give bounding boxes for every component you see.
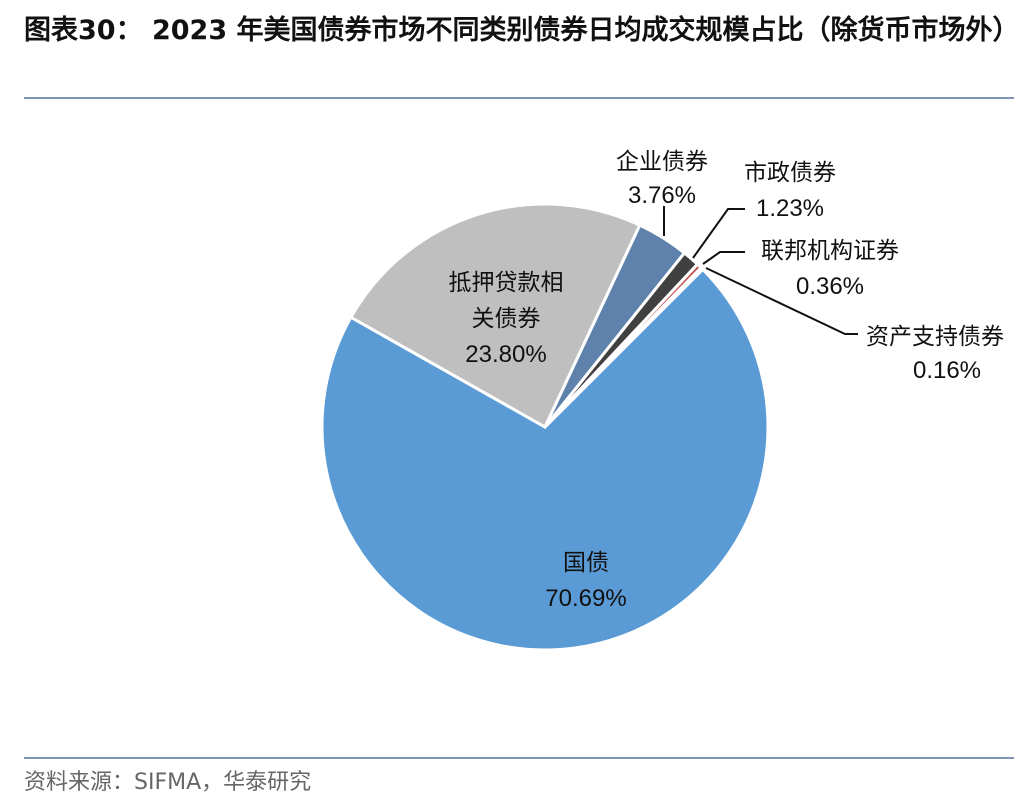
leader-line-4 (702, 251, 745, 265)
data-label-category-3: 市政债券 (744, 160, 836, 186)
data-label-category-2: 企业债券 (616, 149, 708, 175)
data-label-value-3: 1.23% (756, 195, 824, 222)
data-label-value-1: 23.80% (465, 341, 546, 368)
figure-title: 图表30： 2023 年美国债券市场不同类别债券日均成交规模占比（除货币市场外） (24, 15, 1020, 46)
data-label-category-0: 国债 (563, 550, 609, 576)
data-label-category-4: 联邦机构证券 (761, 238, 899, 264)
pie-slice-1 (348, 202, 642, 430)
source-note: 资料来源：SIFMA，华泰研究 (24, 770, 312, 795)
title-divider (24, 97, 1014, 99)
data-label-value-0: 70.69% (545, 585, 626, 612)
data-label-value-5: 0.16% (913, 357, 981, 384)
data-label-category-1: 抵押贷款相 (449, 270, 564, 296)
pie-slice-5 (543, 265, 705, 429)
data-label-value-4: 0.36% (796, 273, 864, 300)
data-label-value-2: 3.76% (628, 182, 696, 209)
leader-line-5 (705, 267, 858, 335)
data-label-category-1: 关债券 (472, 306, 541, 332)
source-divider (24, 757, 1014, 759)
data-label-category-5: 资产支持债券 (866, 324, 1004, 350)
leader-line-3 (692, 208, 745, 259)
